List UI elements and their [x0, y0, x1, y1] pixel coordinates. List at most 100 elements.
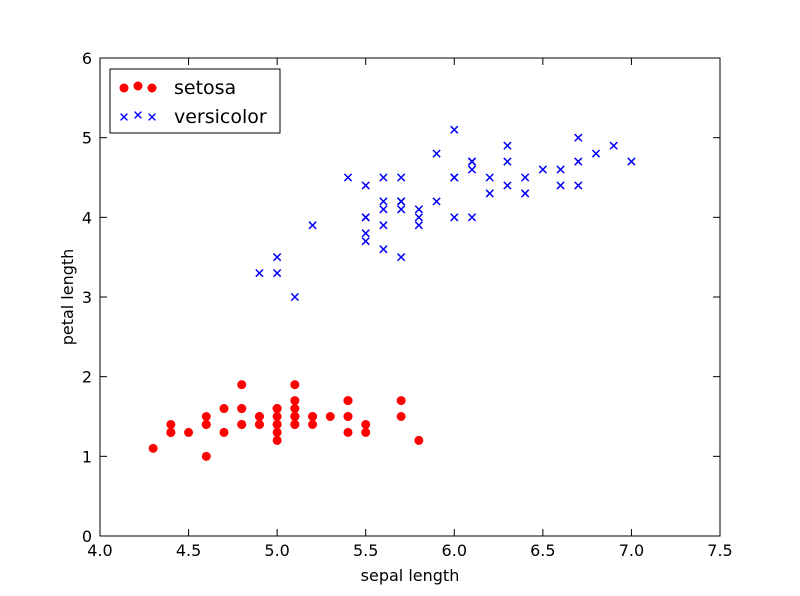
legend-label: versicolor: [174, 106, 267, 128]
data-point-stroke: [627, 157, 636, 166]
data-point-stroke: [450, 173, 459, 182]
legend-marker: [147, 83, 157, 93]
data-point: [237, 404, 247, 414]
data-point: [308, 419, 318, 429]
legend-item-versicolor: versicolor: [120, 106, 267, 128]
data-point-stroke: [450, 125, 459, 134]
data-point-stroke: [485, 173, 494, 182]
data-point: [397, 197, 406, 206]
data-point: [396, 396, 406, 406]
data-point: [379, 205, 388, 214]
x-tick-label: 5.5: [353, 541, 378, 560]
data-point: [467, 165, 477, 174]
data-point: [273, 253, 282, 262]
data-point-stroke: [467, 157, 477, 166]
axis-ticks: 4.0 4.5 5.0 5.5 6.0 6.5 7.0 7.5 0 1 2 3 4 5 6: [82, 49, 733, 560]
data-point: [361, 181, 370, 190]
y-tick-label: 2: [82, 368, 92, 387]
data-point: [308, 412, 318, 421]
data-point-stroke: [432, 197, 441, 206]
x-tick-label: 7.0: [619, 541, 644, 560]
data-point: [379, 245, 388, 254]
y-tick-label: 5: [82, 129, 92, 148]
data-point: [343, 173, 353, 182]
data-point: [343, 427, 353, 437]
data-point: [290, 380, 300, 390]
data-point-stroke: [379, 173, 388, 182]
data-point: [396, 412, 406, 421]
data-point: [574, 133, 583, 142]
data-point: [503, 181, 512, 190]
data-point: [272, 435, 282, 445]
data-point-stroke: [273, 268, 282, 278]
data-point: [272, 419, 282, 429]
legend-marker-stroke: [148, 113, 156, 121]
data-point: [450, 173, 459, 182]
legend-marker: [148, 113, 156, 121]
data-point-stroke: [379, 197, 388, 206]
data-point: [201, 412, 211, 421]
data-point-stroke: [538, 165, 547, 174]
data-point: [272, 412, 282, 421]
data-point-stroke: [414, 213, 423, 222]
data-point: [290, 292, 299, 302]
data-point-stroke: [467, 213, 477, 222]
data-point: [397, 173, 406, 182]
data-point-stroke: [361, 237, 370, 246]
data-point-stroke: [290, 292, 299, 302]
data-point: [503, 157, 512, 166]
data-point-stroke: [521, 189, 530, 198]
data-point: [379, 221, 388, 230]
x-tick-label: 6.5: [530, 541, 555, 560]
data-point: [521, 173, 530, 182]
data-point: [574, 157, 583, 166]
data-point: [148, 443, 158, 453]
data-point-stroke: [574, 157, 583, 166]
series-versicolor: [255, 125, 636, 302]
data-point: [450, 213, 459, 222]
data-point: [237, 380, 247, 390]
data-point-stroke: [503, 181, 512, 190]
data-point: [272, 404, 282, 414]
data-point-stroke: [414, 221, 423, 230]
data-point-stroke: [361, 181, 370, 190]
data-point: [556, 165, 565, 174]
data-point: [254, 419, 264, 429]
y-tick-label: 6: [82, 49, 92, 68]
data-point: [574, 181, 583, 190]
data-point: [166, 427, 176, 437]
data-point: [290, 419, 300, 429]
data-point-stroke: [397, 197, 406, 206]
data-point: [467, 213, 477, 222]
y-tick-label: 0: [82, 527, 92, 546]
data-point: [343, 412, 353, 421]
legend-marker: [134, 111, 142, 119]
data-point: [361, 213, 370, 222]
data-point-stroke: [397, 205, 406, 214]
legend-label: setosa: [174, 77, 236, 99]
x-axis-label: sepal length: [361, 566, 460, 585]
data-point: [397, 253, 406, 262]
data-point-stroke: [273, 253, 282, 262]
axis-labels: sepal length petal length: [58, 249, 459, 585]
data-point-stroke: [485, 189, 494, 198]
data-point: [201, 451, 211, 461]
x-tick-label: 6.0: [442, 541, 467, 560]
data-point: [290, 396, 300, 406]
data-point: [485, 173, 494, 182]
data-point: [343, 396, 353, 406]
y-tick-label: 4: [82, 208, 92, 227]
data-point-stroke: [379, 221, 388, 230]
data-point-stroke: [361, 229, 370, 238]
data-point-stroke: [379, 245, 388, 254]
data-point-stroke: [609, 141, 618, 150]
y-tick-label: 3: [82, 288, 92, 307]
data-point: [485, 189, 494, 198]
legend-marker-stroke: [134, 111, 142, 119]
data-point-stroke: [503, 141, 512, 150]
data-point: [361, 237, 370, 246]
y-tick-label: 1: [82, 447, 92, 466]
data-point: [166, 419, 176, 429]
x-tick-label: 4.0: [87, 541, 112, 560]
